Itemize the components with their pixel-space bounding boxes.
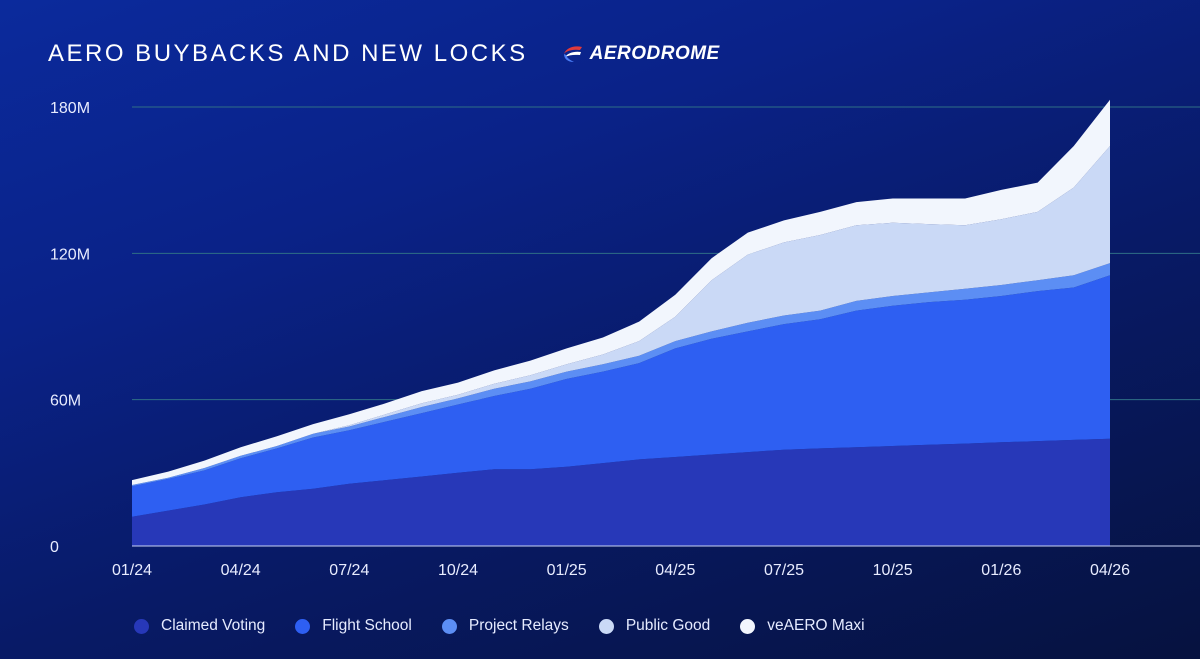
y-tick-label: 60M [50, 393, 81, 410]
legend-swatch [740, 618, 756, 634]
x-tick-label: 07/25 [764, 562, 804, 579]
brand: AERODROME [562, 43, 720, 65]
chart-title: AERO BUYBACKS AND NEW LOCKS [48, 40, 528, 67]
x-tick-label: 01/24 [112, 562, 152, 579]
legend-label: Public Good [625, 617, 711, 634]
legend-label: Flight School [322, 617, 412, 634]
chart-legend: Claimed Voting Flight School Project Rel… [134, 615, 865, 637]
x-tick-label: 04/24 [221, 562, 261, 579]
legend-item-claimed-voting: Claimed Voting [134, 617, 265, 635]
area-series [132, 99, 1110, 546]
chart-header: AERO BUYBACKS AND NEW LOCKS AERODROME [48, 38, 720, 70]
y-tick-label: 120M [50, 246, 90, 263]
x-tick-label: 10/25 [873, 562, 913, 579]
y-tick-label: 180M [50, 100, 90, 117]
x-tick-label: 04/26 [1090, 562, 1130, 579]
legend-item-veaero-maxi: veAERO Maxi [740, 617, 865, 635]
brand-name: AERODROME [589, 43, 720, 64]
y-tick-label: 0 [50, 539, 59, 556]
area-claimed-voting [132, 438, 1110, 546]
legend-swatch [441, 618, 457, 634]
area-flight-school [132, 275, 1110, 517]
legend-label: veAERO Maxi [767, 617, 865, 634]
legend-item-public-good: Public Good [598, 617, 711, 635]
x-tick-label: 07/24 [329, 562, 369, 579]
legend-label: Claimed Voting [161, 617, 266, 634]
x-tick-label: 04/25 [655, 562, 695, 579]
legend-swatch [598, 618, 614, 634]
area-public-good [132, 146, 1110, 485]
legend-swatch [295, 618, 311, 634]
legend-label: Project Relays [468, 617, 569, 634]
x-tick-label: 01/25 [547, 562, 587, 579]
legend-item-flight-school: Flight School [295, 617, 412, 635]
x-tick-label: 10/24 [438, 562, 478, 579]
aerodrome-logo-icon [563, 46, 582, 62]
area-project-relays [132, 263, 1110, 487]
legend-swatch [134, 618, 149, 634]
legend-item-project-relays: Project Relays [441, 617, 569, 635]
x-tick-label: 01/26 [981, 562, 1021, 579]
axes: 0 60M 120M 180M 01/24 04/24 07/24 10/24 01/25 04/… [50, 100, 1200, 579]
